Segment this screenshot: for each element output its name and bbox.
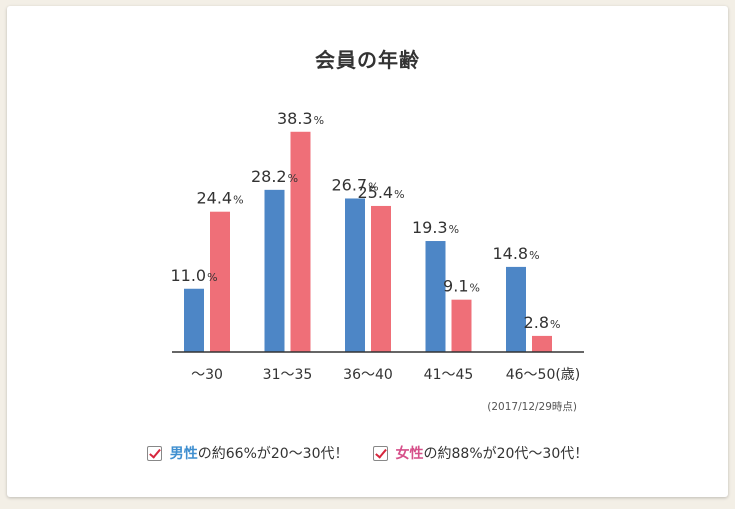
category-label-4: 46〜50(歳) xyxy=(506,367,581,383)
bar-female-1 xyxy=(290,131,311,352)
note-female-text: の約88%が20代〜30代！ xyxy=(423,446,589,462)
category-label-3: 41〜45 xyxy=(424,367,474,383)
value-label-male-3: 19.3% xyxy=(412,218,459,237)
value-label-female-0: 24.4% xyxy=(196,189,243,208)
source-note: (2017/12/29時点) xyxy=(487,401,577,413)
bar-male-0 xyxy=(184,288,204,352)
chart-card xyxy=(7,6,728,497)
note-female: 女性 の約88%が20代〜30代！ xyxy=(372,443,589,463)
value-label-female-4: 2.8% xyxy=(524,313,561,332)
value-label-male-2: 26.7% xyxy=(331,175,378,194)
bar-male-2 xyxy=(345,198,365,352)
category-label-0: 〜30 xyxy=(191,367,223,383)
note-male: 男性 の約66%が20〜30代！ xyxy=(146,443,349,463)
bar-female-2 xyxy=(371,205,391,352)
value-label-female-3: 9.1% xyxy=(443,277,480,296)
bar-female-4 xyxy=(532,335,552,352)
summary-notes: 男性 の約66%が20〜30代！ 女性 の約88%が20代〜30代！ xyxy=(0,443,735,463)
note-male-keyword: 男性 xyxy=(169,446,198,462)
labels-group: 11.0% 24.4% 〜30 28.2% 38.3% 31〜35 26.7%25.4% 36… xyxy=(170,109,580,383)
note-male-text: の約66%が20〜30代！ xyxy=(197,446,349,462)
chart-title: 会員の年齢 xyxy=(315,48,420,72)
bar-male-1 xyxy=(264,189,285,352)
bar-female-0 xyxy=(210,211,230,352)
bar-male-4 xyxy=(506,266,526,352)
checkbox-icon xyxy=(372,445,388,461)
note-female-keyword: 女性 xyxy=(395,446,424,462)
checkbox-icon xyxy=(146,445,162,461)
value-label-male-0: 11.0% xyxy=(170,266,217,285)
bar-male-3 xyxy=(425,241,446,352)
value-label-male-4: 14.8% xyxy=(492,244,539,263)
bar-female-3 xyxy=(451,299,472,352)
value-label-female-2: 25.4% xyxy=(357,183,404,202)
value-label-female-1: 38.3% xyxy=(277,109,324,128)
category-label-2: 36〜40 xyxy=(343,367,393,383)
category-label-1: 31〜35 xyxy=(263,367,313,383)
value-label-male-1: 28.2% xyxy=(251,167,298,186)
bars-group xyxy=(184,131,552,352)
